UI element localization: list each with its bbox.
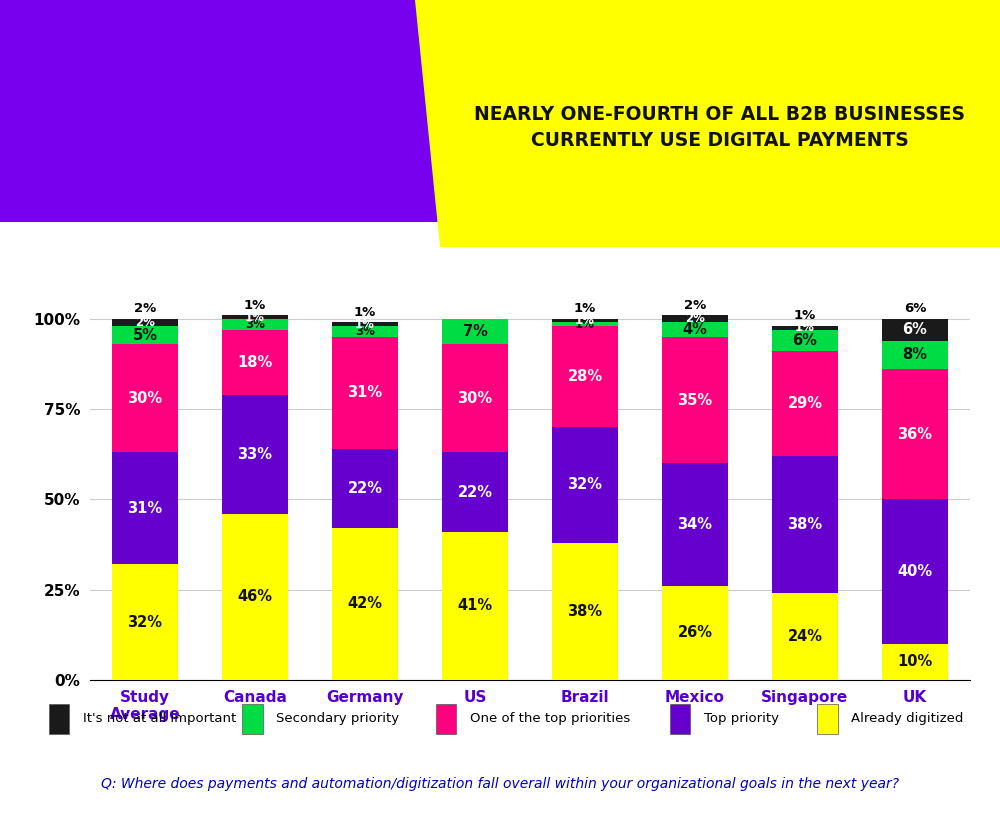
Text: 46%: 46% xyxy=(238,589,272,604)
Bar xyxy=(222,319,288,330)
Bar xyxy=(112,564,178,680)
Bar xyxy=(882,340,948,369)
Bar xyxy=(662,337,728,463)
Text: 29%: 29% xyxy=(788,396,822,411)
Bar xyxy=(772,456,838,593)
Bar xyxy=(112,452,178,564)
FancyBboxPatch shape xyxy=(436,705,456,734)
Bar xyxy=(552,319,618,322)
Bar xyxy=(442,319,508,344)
Text: 1%: 1% xyxy=(245,311,265,324)
Text: 1%: 1% xyxy=(574,302,596,316)
Text: 24%: 24% xyxy=(788,629,822,644)
Bar xyxy=(552,326,618,427)
Text: 22%: 22% xyxy=(348,481,382,496)
Bar xyxy=(222,395,288,513)
Text: 10%: 10% xyxy=(897,654,933,669)
Text: 7%: 7% xyxy=(463,324,487,339)
Text: 42%: 42% xyxy=(348,597,382,611)
Bar xyxy=(442,531,508,680)
Bar xyxy=(772,326,838,330)
Bar xyxy=(772,330,838,351)
Text: 2%: 2% xyxy=(684,298,706,311)
Bar xyxy=(332,528,398,680)
Text: 41%: 41% xyxy=(457,598,493,613)
Text: 36%: 36% xyxy=(898,427,932,442)
Text: 1%: 1% xyxy=(794,310,816,322)
Bar xyxy=(662,586,728,680)
Text: 5%: 5% xyxy=(132,328,158,343)
FancyBboxPatch shape xyxy=(670,705,690,734)
Text: 3%: 3% xyxy=(245,318,265,330)
Bar xyxy=(332,337,398,449)
Text: 32%: 32% xyxy=(128,615,162,630)
Text: 40%: 40% xyxy=(897,564,933,579)
Text: 38%: 38% xyxy=(787,517,823,532)
Text: 2%: 2% xyxy=(135,316,155,329)
Text: 1%: 1% xyxy=(244,298,266,311)
Text: NEARLY ONE-FOURTH OF ALL B2B BUSINESSES
CURRENTLY USE DIGITAL PAYMENTS: NEARLY ONE-FOURTH OF ALL B2B BUSINESSES … xyxy=(475,105,966,151)
Text: 3%: 3% xyxy=(355,325,375,338)
Bar xyxy=(662,316,728,322)
Text: 30%: 30% xyxy=(127,391,163,405)
Bar xyxy=(332,449,398,528)
Bar xyxy=(552,543,618,680)
Bar xyxy=(882,369,948,499)
Bar xyxy=(222,316,288,319)
Text: 18%: 18% xyxy=(237,354,273,370)
Bar xyxy=(662,463,728,586)
Text: One of the top priorities: One of the top priorities xyxy=(470,713,630,725)
Text: 28%: 28% xyxy=(567,369,603,384)
Text: It's not at all important: It's not at all important xyxy=(83,713,236,725)
Text: 2%: 2% xyxy=(134,302,156,316)
Text: 1%: 1% xyxy=(355,318,375,330)
Bar xyxy=(882,644,948,680)
Bar xyxy=(442,344,508,452)
Bar xyxy=(332,322,398,326)
Bar xyxy=(332,326,398,337)
Bar xyxy=(772,593,838,680)
Text: 2%: 2% xyxy=(685,312,705,325)
Text: 8%: 8% xyxy=(902,348,928,363)
Text: 34%: 34% xyxy=(678,517,712,532)
Text: 4%: 4% xyxy=(683,322,707,337)
Text: 6%: 6% xyxy=(904,302,926,316)
Bar xyxy=(222,513,288,680)
Text: Already digitized: Already digitized xyxy=(851,713,964,725)
Bar xyxy=(222,330,288,395)
FancyBboxPatch shape xyxy=(817,705,838,734)
Text: 1%: 1% xyxy=(575,314,595,327)
Bar xyxy=(112,326,178,344)
Text: 31%: 31% xyxy=(347,386,383,400)
Text: Secondary priority: Secondary priority xyxy=(276,713,400,725)
Text: 35%: 35% xyxy=(677,392,713,408)
FancyBboxPatch shape xyxy=(242,705,263,734)
FancyBboxPatch shape xyxy=(49,705,69,734)
Bar xyxy=(882,499,948,644)
Text: 22%: 22% xyxy=(458,485,492,499)
Bar xyxy=(112,319,178,326)
Bar xyxy=(662,322,728,337)
Bar xyxy=(552,322,618,326)
Text: 33%: 33% xyxy=(238,447,272,461)
Text: 1%: 1% xyxy=(354,306,376,319)
Text: 6%: 6% xyxy=(793,333,817,348)
Bar xyxy=(442,452,508,531)
Bar xyxy=(112,344,178,452)
Text: 1%: 1% xyxy=(575,318,595,330)
Bar xyxy=(882,319,948,340)
Text: 26%: 26% xyxy=(678,625,712,640)
Text: Top priority: Top priority xyxy=(704,713,779,725)
Text: 32%: 32% xyxy=(568,477,602,493)
Bar xyxy=(772,351,838,456)
Text: 6%: 6% xyxy=(903,322,927,337)
Text: 30%: 30% xyxy=(457,391,493,405)
Text: 31%: 31% xyxy=(127,501,163,516)
Text: 38%: 38% xyxy=(567,604,603,619)
Text: Q: Where does payments and automation/digitization fall overall within your orga: Q: Where does payments and automation/di… xyxy=(101,777,899,791)
Text: 1%: 1% xyxy=(795,321,815,335)
Bar xyxy=(552,427,618,543)
